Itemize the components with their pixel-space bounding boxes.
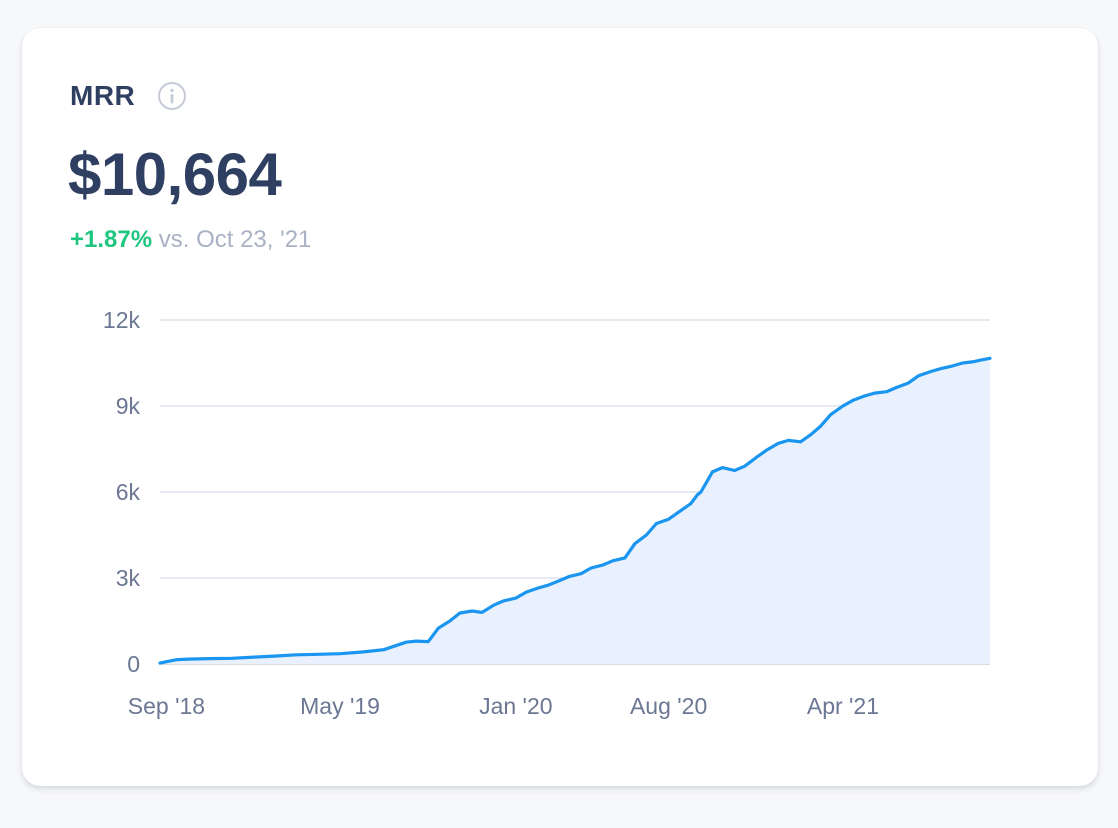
y-tick-label: 6k	[116, 479, 141, 505]
x-tick-label: Sep '18	[128, 693, 205, 719]
metric-change: +1.87% vs. Oct 23, '21	[70, 226, 311, 254]
series-area	[160, 358, 990, 664]
metric-header: MRR	[70, 80, 187, 112]
metric-value: $10,664	[68, 141, 282, 208]
y-tick-label: 12k	[103, 307, 141, 333]
x-tick-label: Aug '20	[630, 693, 707, 719]
x-tick-label: Apr '21	[807, 693, 879, 719]
metric-title: MRR	[70, 80, 136, 111]
change-comparison: vs. Oct 23, '21	[152, 226, 312, 253]
x-tick-label: May '19	[300, 693, 380, 719]
x-tick-label: Jan '20	[479, 693, 552, 719]
x-axis-labels: Sep '18 May '19 Jan '20 Aug '20 Apr '21	[128, 693, 879, 719]
chart-area-layer	[158, 356, 992, 665]
mrr-chart: 0 3k 6k 9k 12k Sep '18 May '19 Jan '20 Aug '20 A…	[103, 307, 992, 719]
y-tick-label: 0	[127, 651, 140, 677]
y-tick-label: 3k	[116, 565, 141, 591]
info-icon[interactable]	[157, 81, 187, 111]
y-tick-label: 9k	[116, 393, 141, 419]
mrr-card: MRR $10,664 +1.87% vs. Oct 23, '21 0 3k 6k…	[22, 28, 1098, 786]
change-percent: +1.87%	[70, 226, 153, 253]
y-axis-labels: 0 3k 6k 9k 12k	[103, 307, 141, 677]
